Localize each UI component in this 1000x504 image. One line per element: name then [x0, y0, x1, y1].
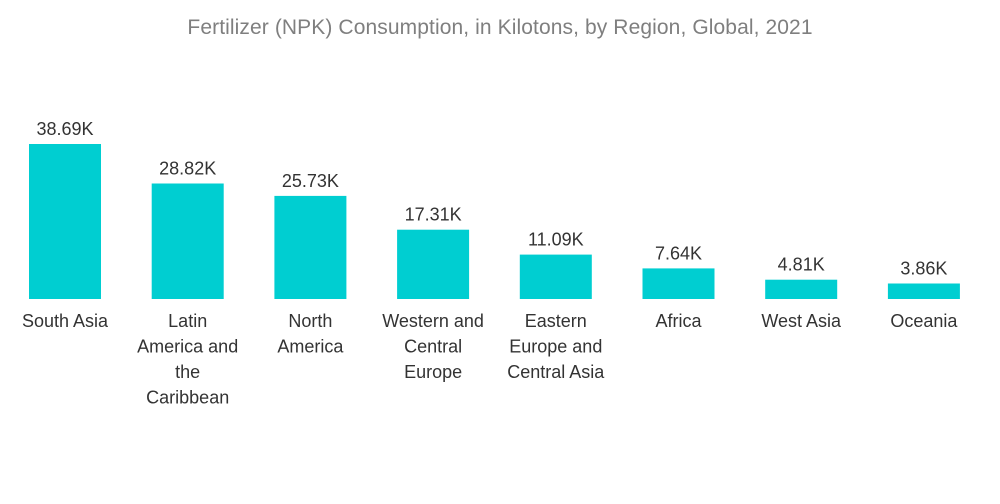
bar-2: [274, 195, 347, 299]
category-label-line: Latin: [168, 311, 207, 331]
category-label-line: the: [175, 362, 200, 382]
category-label-line: South Asia: [22, 311, 109, 331]
value-labels-group: 38.69K 28.82K 25.73K 17.31K 11.09K 7.64K 4.81K…: [36, 119, 947, 279]
category-label-2: North America: [277, 311, 344, 357]
bar-4: [519, 254, 592, 299]
value-label-0: 38.69K: [36, 119, 93, 139]
bar-3: [397, 229, 470, 299]
category-labels-group: South Asia Latin America and the Caribbean No…: [22, 311, 958, 408]
bar-5: [642, 268, 715, 299]
value-label-5: 7.64K: [655, 243, 702, 263]
value-label-1: 28.82K: [159, 159, 216, 179]
category-label-line: Western and: [382, 311, 484, 331]
category-label-line: Eastern: [525, 311, 587, 331]
category-label-0: South Asia: [22, 311, 109, 331]
category-label-1: Latin America and the Caribbean: [137, 311, 238, 408]
bar-7: [887, 283, 960, 299]
bars-group: [29, 144, 960, 299]
category-label-4: Eastern Europe and Central Asia: [507, 311, 605, 382]
category-label-line: Central: [404, 337, 462, 357]
value-label-7: 3.86K: [900, 259, 947, 279]
category-label-line: West Asia: [761, 311, 842, 331]
bar-1: [151, 183, 224, 299]
chart-title: Fertilizer (NPK) Consumption, in Kiloton…: [187, 16, 813, 39]
value-label-4: 11.09K: [528, 230, 584, 250]
category-label-line: America and: [137, 337, 238, 357]
category-label-line: North: [288, 311, 332, 331]
value-label-2: 25.73K: [282, 171, 339, 191]
value-label-6: 4.81K: [778, 255, 825, 275]
category-label-7: Oceania: [890, 311, 958, 331]
category-label-3: Western and Central Europe: [382, 311, 484, 382]
category-label-5: Africa: [655, 311, 702, 331]
category-label-line: Caribbean: [146, 388, 229, 408]
bar-0: [29, 144, 101, 299]
category-label-line: Central Asia: [507, 362, 605, 382]
category-label-line: Africa: [655, 311, 702, 331]
category-label-line: America: [277, 337, 344, 357]
category-label-line: Europe: [404, 362, 462, 382]
value-label-3: 17.31K: [405, 205, 462, 225]
category-label-6: West Asia: [761, 311, 842, 331]
category-label-line: Oceania: [890, 311, 958, 331]
category-label-line: Europe and: [509, 337, 602, 357]
bar-6: [765, 279, 838, 299]
